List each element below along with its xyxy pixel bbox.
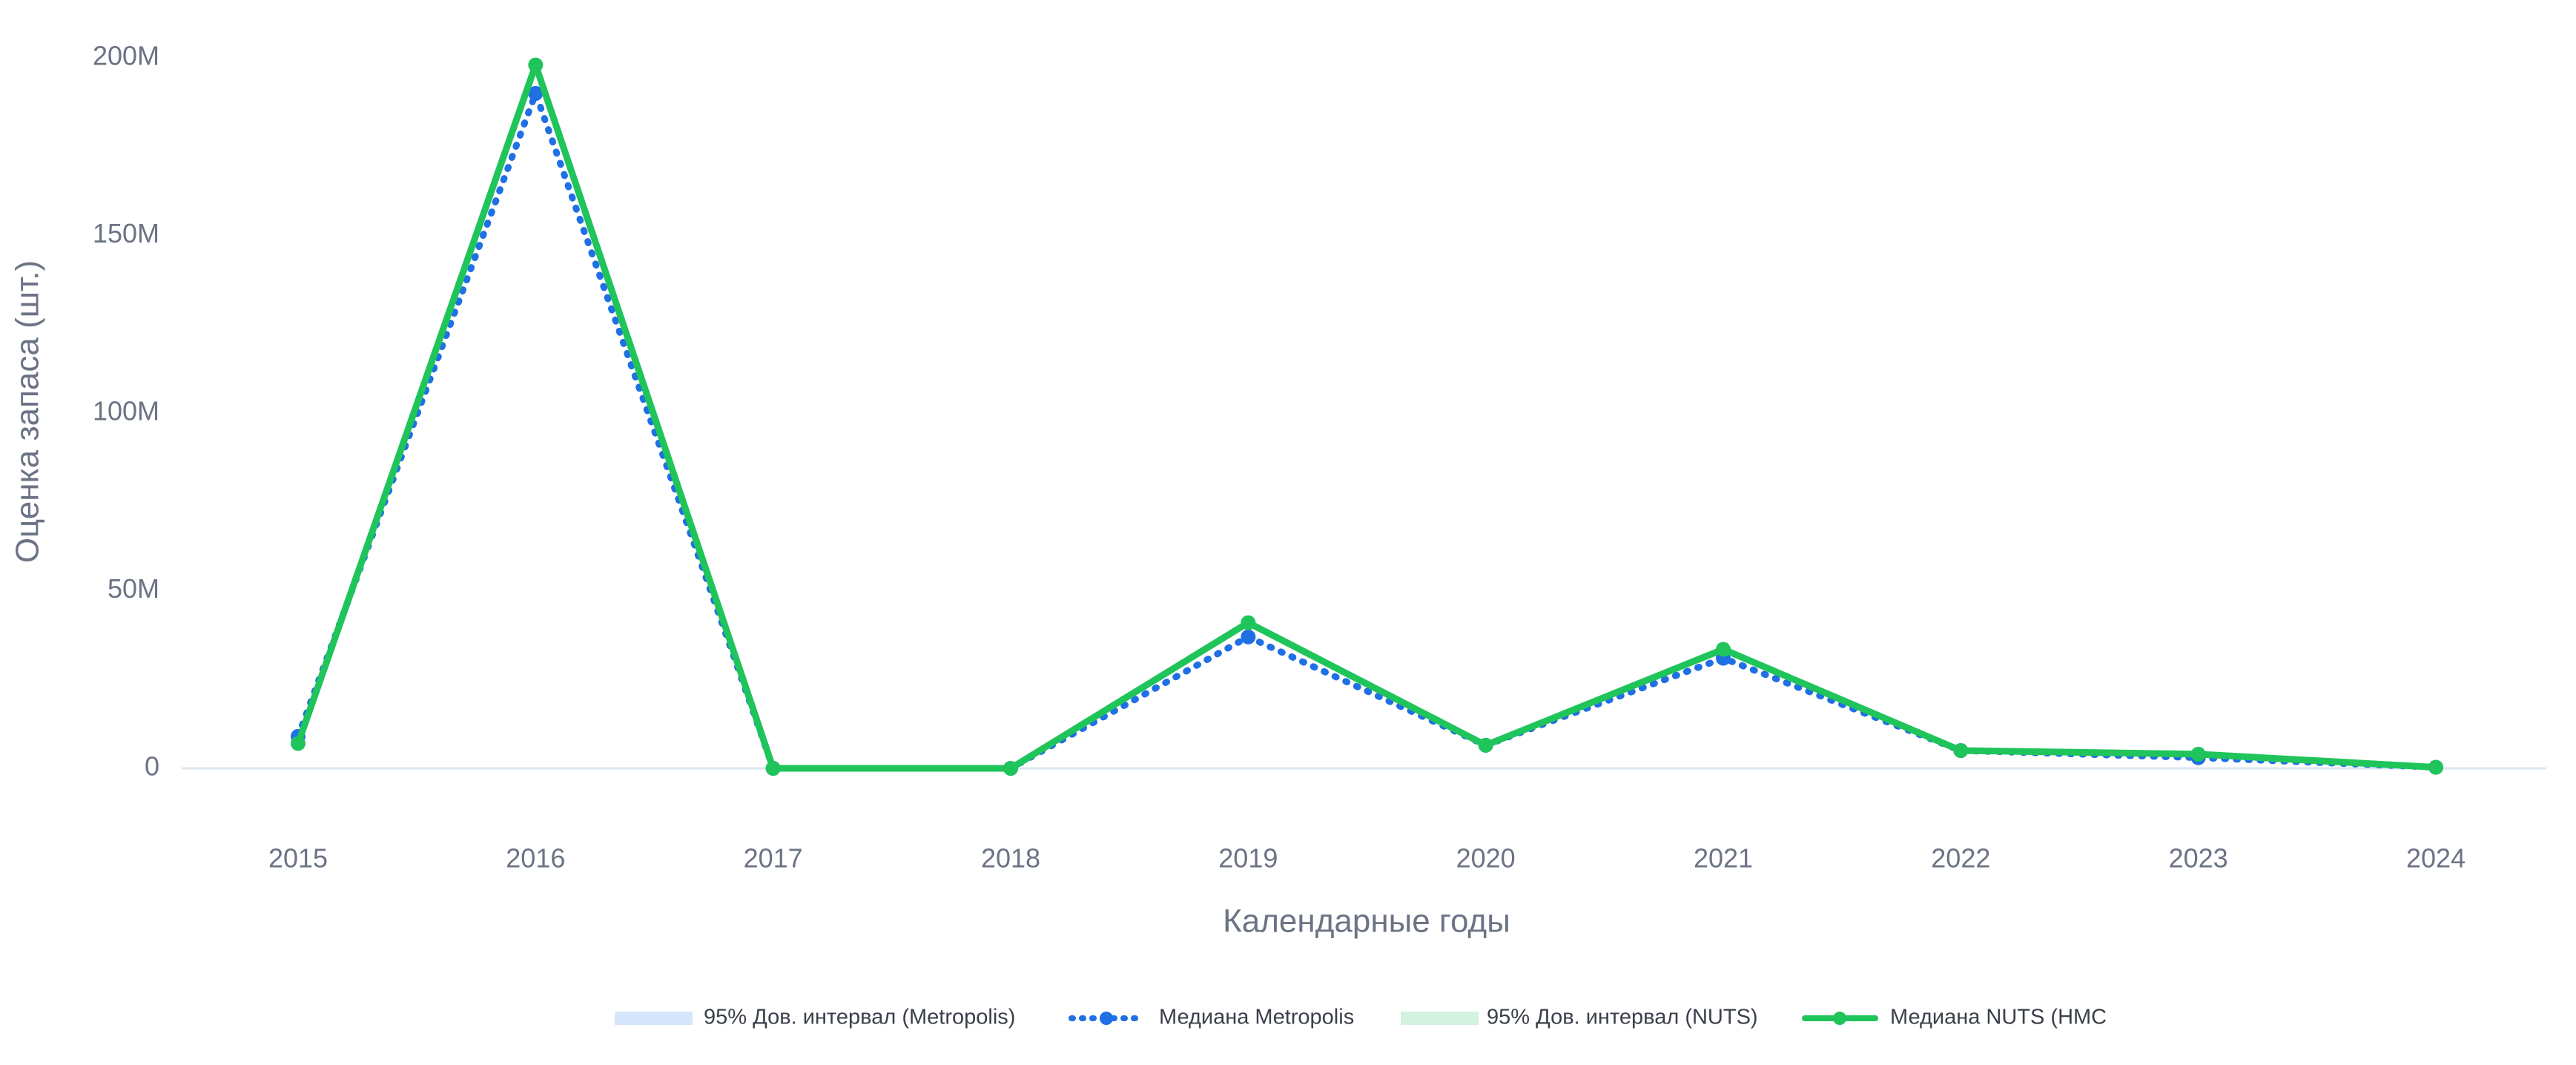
x-tick-label: 2024: [2406, 843, 2466, 874]
legend: 95% Дов. интервал (Metropolis) Медиана Me…: [615, 1006, 2107, 1029]
x-tick-label: 2019: [1218, 843, 1278, 874]
x-axis-title: Календарные годы: [1223, 903, 1510, 940]
point: [1716, 642, 1731, 657]
legend-label: 95% Дов. интервал (NUTS): [1487, 1006, 1758, 1029]
legend-label: Медиана Metropolis: [1159, 1006, 1354, 1029]
x-tick-label: 2018: [981, 843, 1040, 874]
point: [291, 736, 306, 751]
y-tick-label: 50M: [108, 573, 159, 604]
x-tick-label: 2016: [506, 843, 565, 874]
point: [1241, 629, 1256, 644]
legend-marker: [1100, 1012, 1113, 1025]
legend-swatch: [615, 1012, 693, 1025]
point: [1953, 743, 1969, 759]
legend-label: Медиана NUTS (HMC: [1890, 1006, 2107, 1029]
legend-label: 95% Дов. интервал (Metropolis): [704, 1006, 1015, 1029]
y-tick-label: 200M: [93, 41, 159, 71]
x-tick-label: 2020: [1456, 843, 1516, 874]
legend-marker: [1833, 1012, 1846, 1025]
point: [2190, 746, 2206, 762]
point: [1241, 615, 1256, 630]
series-line: [294, 62, 2440, 772]
legend-swatch: [1401, 1012, 1479, 1025]
point: [528, 57, 544, 73]
x-tick-label: 2022: [1931, 843, 1990, 874]
point: [528, 85, 544, 101]
point: [1003, 761, 1018, 776]
x-tick-label: 2023: [2169, 843, 2228, 874]
x-tick-label: 2017: [744, 843, 803, 874]
series-line: [294, 90, 2440, 772]
x-tick-label: 2021: [1694, 843, 1753, 874]
point: [1478, 737, 1493, 753]
point: [765, 761, 781, 776]
y-tick-label: 150M: [93, 218, 159, 248]
x-tick-label: 2015: [268, 843, 328, 874]
y-tick-label: 100M: [93, 396, 159, 426]
y-axis-title: Оценка запаса (шт.): [10, 260, 46, 563]
y-tick-label: 0: [145, 751, 159, 782]
point: [2428, 759, 2443, 775]
